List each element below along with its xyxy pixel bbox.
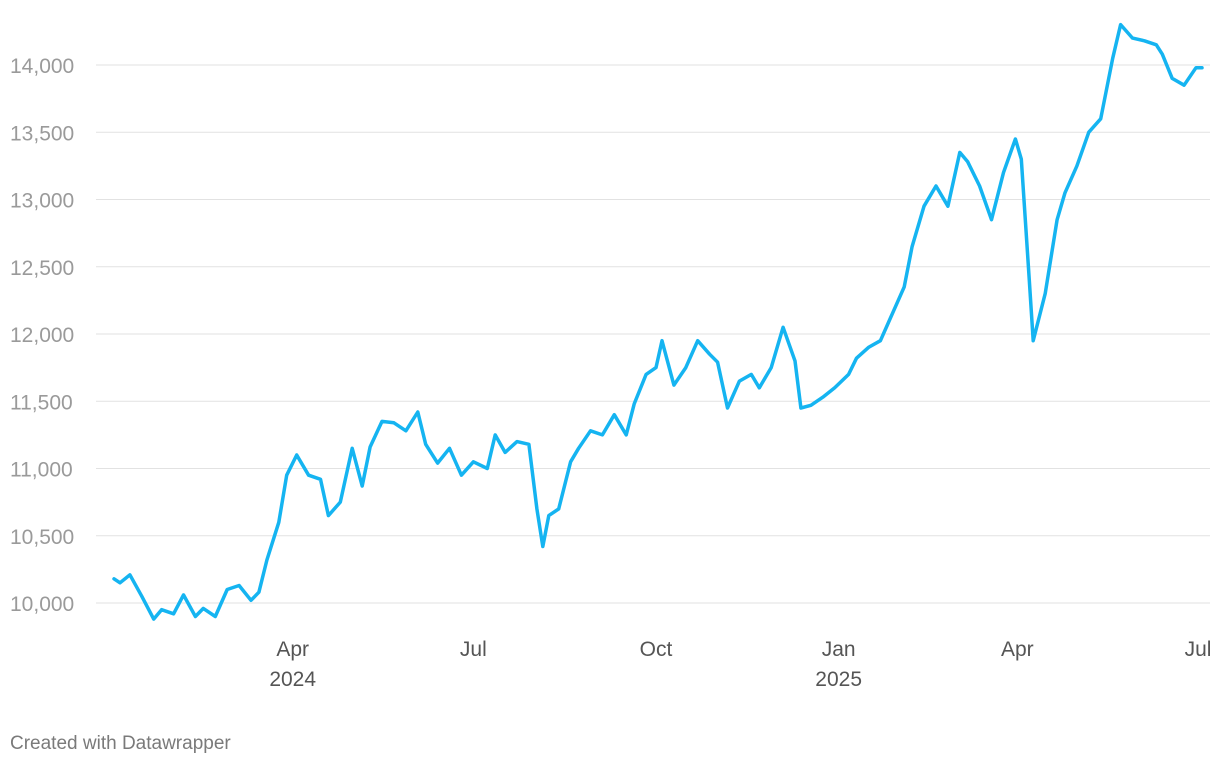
x-tick-label: Jan bbox=[822, 638, 856, 661]
x-tick-label: Apr bbox=[276, 638, 309, 661]
x-tick-label: Oct bbox=[640, 638, 673, 661]
x-tick-year-label: 2024 bbox=[269, 668, 316, 691]
y-tick-label: 14,000 bbox=[10, 55, 74, 78]
line-chart: 10,000 10,500 11,000 11,500 12,000 12,500 13,0… bbox=[10, 22, 1211, 691]
y-tick-label: 10,500 bbox=[10, 526, 74, 549]
y-tick-label: 12,000 bbox=[10, 324, 74, 347]
x-tick-year-label: 2025 bbox=[815, 668, 862, 691]
y-axis-tick-labels: 10,000 10,500 11,000 11,500 12,000 12,500 13,0… bbox=[10, 55, 74, 616]
y-tick-label: 10,000 bbox=[10, 593, 74, 616]
y-tick-label: 13,500 bbox=[10, 122, 74, 145]
x-tick-label: Jul bbox=[1185, 638, 1212, 661]
series-line-group bbox=[112, 22, 1204, 621]
x-tick-label: Jul bbox=[460, 638, 487, 661]
y-tick-label: 11,500 bbox=[10, 391, 73, 414]
x-tick-label: Apr bbox=[1001, 638, 1034, 661]
y-tick-label: 11,000 bbox=[10, 459, 73, 482]
x-axis-tick-labels: Apr 2024 Jul Oct Jan 2025 Apr Jul bbox=[269, 638, 1211, 691]
credit-text: Created with Datawrapper bbox=[10, 733, 231, 754]
y-tick-label: 13,000 bbox=[10, 190, 74, 213]
y-tick-label: 12,500 bbox=[10, 257, 74, 280]
series-line bbox=[112, 22, 1204, 621]
gridlines bbox=[96, 64, 1210, 604]
